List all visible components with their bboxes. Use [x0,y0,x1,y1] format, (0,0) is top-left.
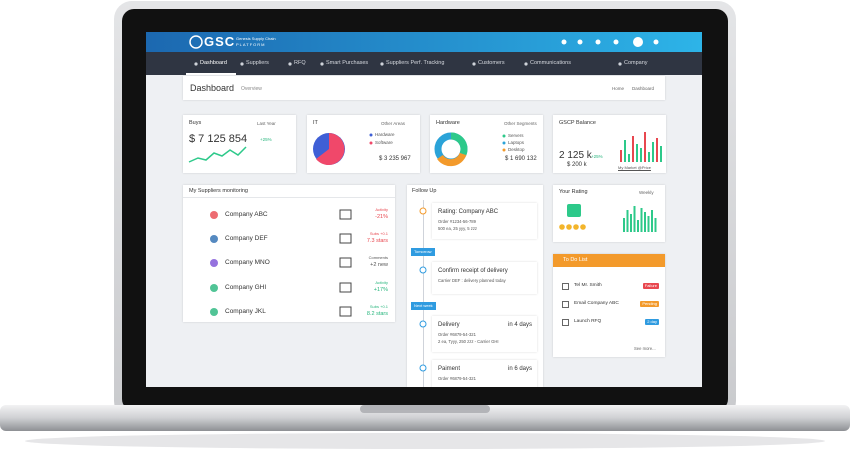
page-subtitle: Overview [241,86,262,92]
amount: 2 125 k [559,150,592,161]
timeline [423,200,424,387]
item-line: Order #6879-54-321 [438,332,476,337]
header-bar [146,32,702,52]
todo-text: Tel Mr. Smith [574,283,602,288]
breadcrumb: Dashboard [632,86,655,91]
legend-text: Software [375,140,393,145]
todo-header [553,254,665,267]
company-name[interactable]: Company ABC [225,211,268,218]
legend-text: Hardware [375,132,395,137]
item-due: in 4 days [507,322,532,328]
metric-label: Subs +0.1 [369,304,388,309]
timeline-separator: Tomorrow [411,248,435,256]
page-title-box [183,76,665,100]
todo-text: Launch RFQ [574,319,602,324]
panel-title: Your Rating [559,189,588,195]
card-title: GSCP Balance [559,120,596,126]
item-heading: Delivery [438,322,460,328]
see-more[interactable]: See more... [634,346,656,351]
metric-value: -21% [375,214,388,220]
card-title: Buys [189,120,202,126]
metric-value: 8.2 stars [366,311,388,317]
todo-tag: 2 day [645,319,659,325]
nav-active [186,73,236,75]
nav-item[interactable]: Dashboard [200,60,227,66]
panel-title: To Do List [563,257,588,263]
item-heading: Confirm receipt of delivery [438,268,508,274]
item-line: Order #1234-56-789 [438,219,476,224]
suppliers-panel [183,185,395,322]
page-title: Dashboard [190,83,235,93]
card-filter[interactable]: Other Segments [504,121,537,126]
panel-title: Follow Up [412,188,437,194]
company-name[interactable]: Company JKL [225,308,266,315]
base [0,405,850,431]
todo-tag: Failure [642,283,659,289]
panel-title: My Suppliers monitoring [189,188,248,194]
item-due: in 6 days [507,366,532,372]
metric-label: Activity [375,280,388,285]
card [553,115,666,173]
todo-text: Email Company ABC [574,301,619,306]
change: +25% [260,137,272,142]
nav-item[interactable]: Company [624,60,648,66]
card-title: Hardware [436,120,460,126]
timeline-item [432,316,537,352]
timeline-separator: Next week [411,302,436,310]
metric-label: Activity [375,207,388,212]
platform: PLATFORM [236,42,266,47]
change: +25% [591,154,603,159]
todo-checkbox[interactable] [562,319,569,326]
card-filter[interactable]: Other Areas [381,121,406,126]
item-line: Order #6879-54-321 [438,376,476,381]
card-title: IT [313,120,318,126]
todo-tag: Pending [640,301,659,307]
legend-text: Servers [508,133,524,138]
timeline-item [432,262,537,294]
nav-item[interactable]: Customers [478,60,505,66]
todo-checkbox[interactable] [562,301,569,308]
timeline-item [432,360,537,387]
metric-value: 7.3 stars [366,238,388,244]
legend-text: Desktop [508,147,525,152]
card-filter[interactable]: Last Year [257,121,276,126]
item-heading: Rating: Company ABC [438,209,499,215]
nav-item[interactable]: RFQ [294,60,306,66]
metric-value: +17% [373,287,388,293]
nav-item[interactable]: Suppliers [246,60,269,66]
sub-amount: $ 200 k [567,162,587,168]
market-link[interactable]: My Market @Price [618,165,651,170]
card [183,115,296,173]
amount: $ 7 125 854 [189,133,248,145]
panel-filter[interactable]: Weekly [639,190,654,195]
tagline: Genesis Supply Chain [236,36,276,41]
todo-checkbox[interactable] [562,283,569,290]
metric-label: Comments [368,255,388,260]
item-line: Carrier DEF : delivery planned today [438,278,506,283]
breadcrumb[interactable]: Home [612,86,625,91]
nav-item[interactable]: Suppliers Perf. Tracking [386,60,445,66]
nav-item[interactable]: Smart Purchases [326,60,369,66]
shadow [25,433,825,449]
legend-text: Laptops [508,140,525,145]
panel-divider [183,197,395,198]
metric-value: +2 new [370,262,388,268]
item-line: 2 ea, Tyyy, 250 zzz - Carrier GHI [438,339,499,344]
item-line: 500 ea, 25 yyy, 5 zzz [438,226,478,231]
nav-bar [146,52,702,75]
company-name[interactable]: Company GHI [225,284,267,291]
metric-label: Subs +0.1 [369,231,388,236]
amount: $ 3 235 967 [379,156,411,162]
amount: $ 1 690 132 [505,156,537,162]
timeline-item [432,203,537,239]
logo: GSC [204,34,236,49]
company-name[interactable]: Company DEF [225,235,268,242]
item-heading: Paiment [438,366,461,372]
notch [360,405,490,413]
company-name[interactable]: Company MNO [225,259,270,266]
nav-item[interactable]: Communications [530,60,571,66]
screen: GSC Genesis Supply Chain PLATFORM Dashboard… [146,32,702,387]
